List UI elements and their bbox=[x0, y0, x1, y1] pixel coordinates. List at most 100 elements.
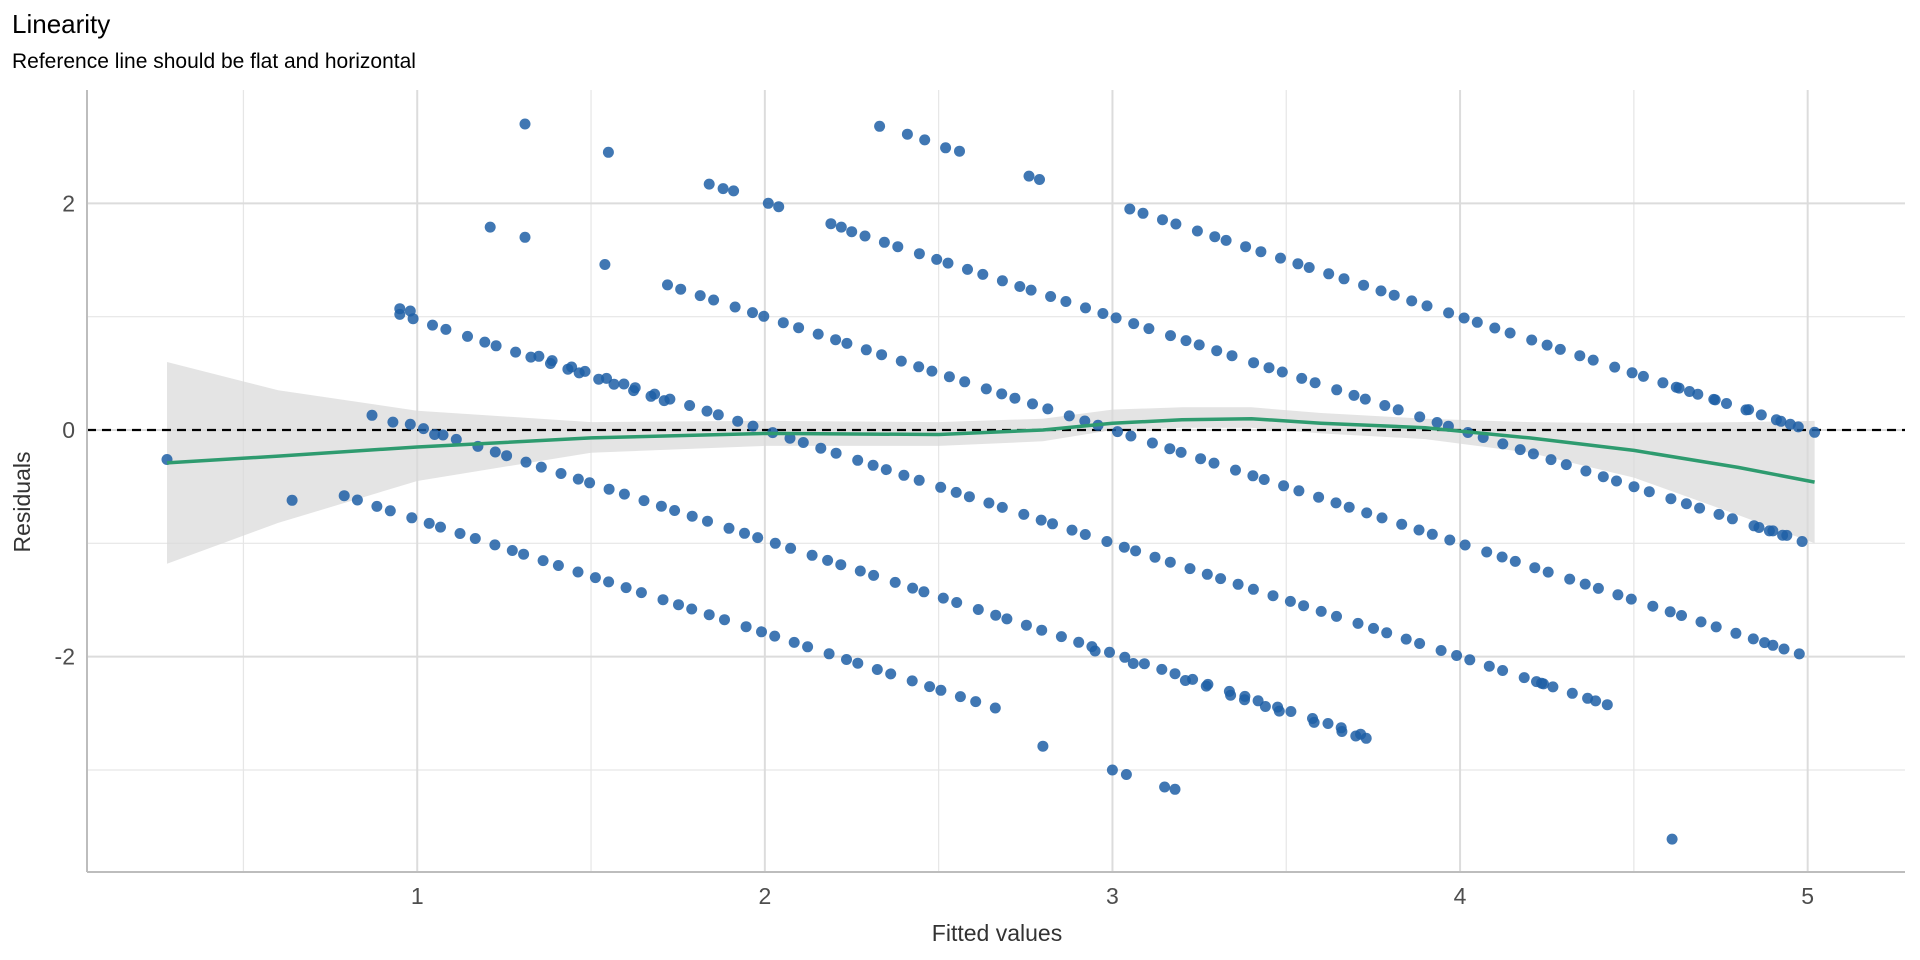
data-point bbox=[996, 275, 1008, 287]
data-point bbox=[620, 582, 632, 594]
data-point bbox=[1220, 234, 1232, 246]
data-point bbox=[1694, 502, 1706, 514]
smooth-line bbox=[166, 416, 1815, 484]
data-point bbox=[895, 355, 907, 367]
data-point bbox=[338, 490, 350, 502]
data-point bbox=[793, 322, 805, 334]
data-point bbox=[942, 257, 954, 269]
data-point bbox=[1080, 302, 1091, 314]
data-point bbox=[366, 409, 378, 421]
data-point bbox=[489, 539, 501, 551]
data-point bbox=[1665, 493, 1677, 505]
data-point bbox=[983, 497, 995, 509]
data-point bbox=[618, 488, 630, 500]
data-point bbox=[1247, 470, 1259, 482]
data-point bbox=[1124, 203, 1136, 215]
data-point bbox=[1730, 627, 1742, 639]
data-point bbox=[1130, 545, 1142, 557]
data-point bbox=[1165, 330, 1176, 342]
data-point bbox=[371, 500, 383, 512]
data-point bbox=[519, 231, 531, 243]
data-point bbox=[1101, 536, 1113, 547]
data-point bbox=[1527, 448, 1539, 460]
data-point bbox=[1695, 616, 1707, 628]
data-point bbox=[1036, 624, 1048, 636]
data-point bbox=[1673, 382, 1685, 394]
data-point bbox=[913, 248, 925, 260]
data-point bbox=[919, 134, 931, 146]
data-point bbox=[1169, 668, 1181, 680]
data-point bbox=[533, 350, 545, 362]
x-axis-label: Fitted values bbox=[932, 920, 1062, 946]
data-point bbox=[484, 221, 496, 233]
data-point bbox=[931, 253, 943, 265]
data-point bbox=[628, 385, 640, 397]
data-point bbox=[603, 483, 615, 495]
data-point bbox=[1215, 573, 1227, 585]
data-point bbox=[972, 604, 984, 615]
x-tick-label: 2 bbox=[758, 883, 771, 909]
data-point bbox=[867, 459, 879, 471]
data-point bbox=[694, 290, 706, 302]
data-point bbox=[962, 263, 973, 275]
data-point bbox=[584, 477, 596, 489]
data-point bbox=[1208, 457, 1220, 469]
data-point bbox=[1554, 343, 1566, 355]
data-point bbox=[752, 532, 764, 544]
data-point bbox=[1781, 529, 1793, 541]
data-point bbox=[1360, 732, 1372, 744]
data-point bbox=[954, 691, 966, 703]
data-point bbox=[562, 363, 574, 375]
data-point bbox=[686, 510, 698, 522]
data-point bbox=[635, 587, 647, 599]
data-point bbox=[802, 641, 814, 653]
data-point bbox=[1195, 453, 1207, 465]
data-point bbox=[1587, 354, 1599, 366]
data-point bbox=[1164, 556, 1176, 568]
data-point bbox=[1684, 386, 1695, 397]
data-point bbox=[1560, 459, 1572, 471]
data-point bbox=[1276, 366, 1288, 378]
data-point bbox=[906, 675, 918, 687]
data-point bbox=[874, 120, 886, 132]
data-point bbox=[1336, 726, 1348, 737]
data-point bbox=[935, 684, 947, 696]
data-point bbox=[1157, 214, 1168, 226]
chart-title: Linearity bbox=[12, 9, 110, 39]
data-point bbox=[1104, 646, 1115, 658]
data-point bbox=[1721, 398, 1732, 409]
data-point bbox=[740, 621, 752, 633]
data-point bbox=[351, 494, 363, 506]
data-point bbox=[1566, 687, 1578, 699]
data-point bbox=[822, 554, 834, 566]
data-point bbox=[1358, 279, 1370, 291]
data-point bbox=[658, 395, 670, 407]
data-point bbox=[501, 450, 513, 462]
data-point bbox=[435, 521, 446, 533]
data-point bbox=[423, 517, 435, 529]
data-point bbox=[404, 305, 416, 317]
data-point bbox=[823, 648, 835, 660]
data-point bbox=[785, 542, 797, 554]
data-point bbox=[404, 418, 416, 430]
data-point bbox=[1338, 273, 1350, 285]
data-point bbox=[1809, 426, 1821, 438]
data-point bbox=[918, 586, 930, 598]
data-point bbox=[1726, 513, 1738, 525]
data-point bbox=[1042, 403, 1054, 415]
data-point bbox=[1611, 475, 1622, 487]
data-point bbox=[1156, 663, 1168, 675]
data-point bbox=[1180, 335, 1192, 347]
data-point bbox=[1079, 415, 1091, 427]
data-point bbox=[885, 668, 897, 680]
data-point bbox=[1034, 174, 1045, 185]
data-point bbox=[1359, 393, 1371, 405]
data-point bbox=[603, 576, 615, 588]
data-point bbox=[1444, 534, 1456, 546]
data-point bbox=[825, 218, 837, 230]
data-point bbox=[1400, 633, 1412, 645]
data-point bbox=[963, 491, 975, 503]
data-point bbox=[769, 537, 781, 549]
data-point bbox=[1018, 508, 1030, 520]
data-point bbox=[1713, 508, 1725, 520]
